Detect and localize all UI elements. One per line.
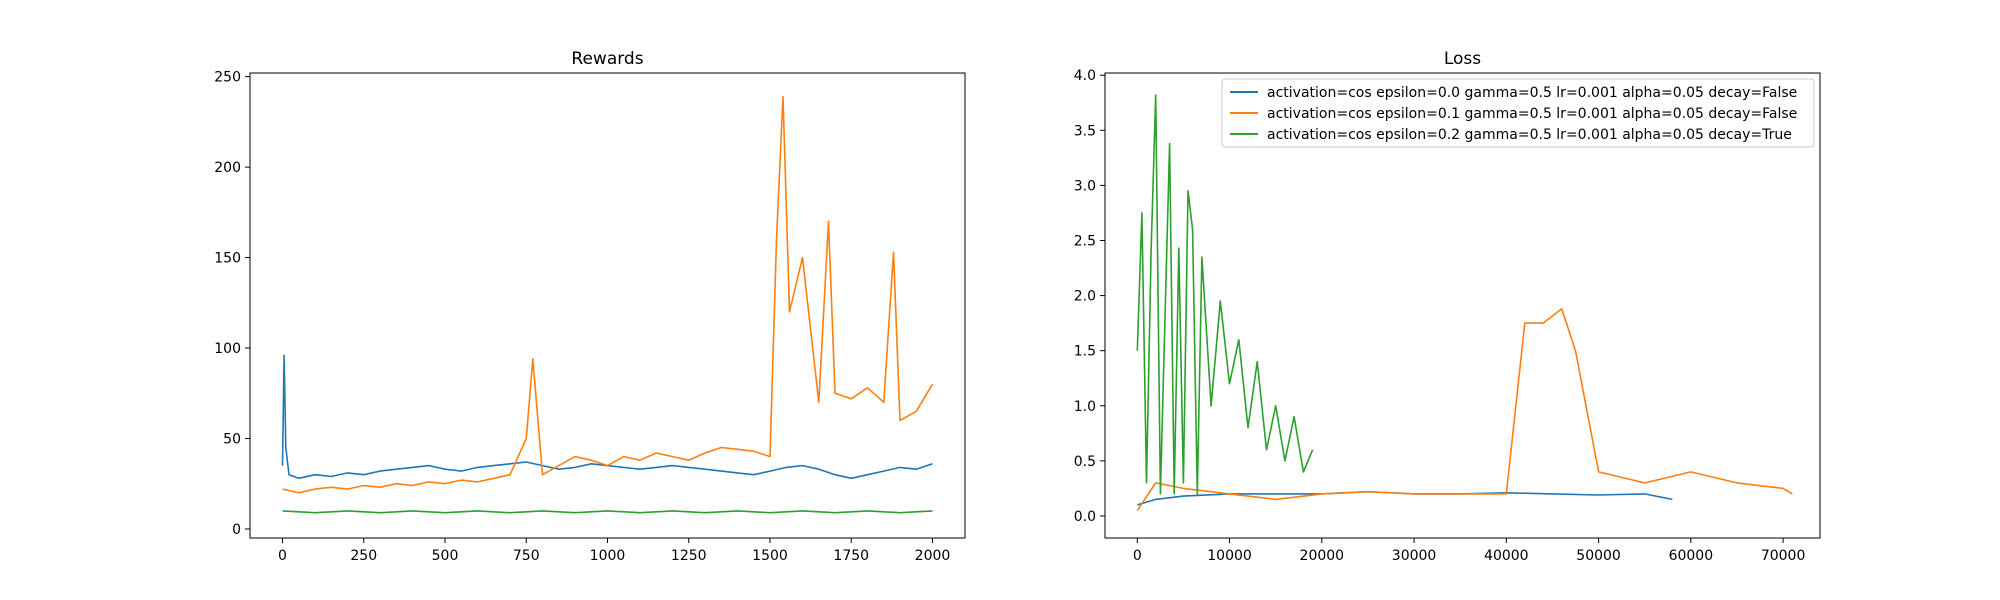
x-tick-label: 10000	[1207, 548, 1252, 564]
y-tick-label: 2.5	[1074, 233, 1096, 249]
series-line-2	[1136, 307, 1793, 511]
x-tick-label: 60000	[1669, 548, 1714, 564]
x-tick-label: 1250	[671, 548, 707, 564]
x-tick-label: 50000	[1576, 548, 1621, 564]
x-tick-label: 70000	[1761, 548, 1806, 564]
y-tick-label: 100	[214, 341, 241, 357]
chart-title: Loss	[1444, 49, 1481, 69]
x-tick-label: 250	[350, 548, 377, 564]
y-tick-label: 3.0	[1074, 178, 1096, 194]
y-tick-label: 0.0	[1074, 509, 1096, 525]
y-tick-label: 3.5	[1074, 123, 1096, 139]
y-tick-label: 250	[214, 70, 241, 86]
axes-frame	[249, 72, 966, 539]
x-tick-label: 1000	[590, 548, 626, 564]
chart-title: Rewards	[571, 49, 643, 69]
x-tick-label: 500	[432, 548, 459, 564]
x-tick-label: 1500	[752, 548, 788, 564]
series-line-3	[1136, 94, 1314, 495]
x-tick-label: 2000	[915, 548, 951, 564]
y-tick-label: 200	[214, 160, 241, 176]
y-tick-label: 0	[232, 522, 241, 538]
legend-box	[1221, 78, 1815, 148]
y-tick-label: 1.5	[1074, 344, 1096, 360]
x-tick-label: 0	[1133, 548, 1142, 564]
series-line-3	[282, 510, 933, 514]
y-tick-label: 0.5	[1074, 454, 1096, 470]
y-tick-label: 2.0	[1074, 289, 1096, 305]
chart-2: Loss 0 10000 20000 30000 40000 50000 60000 70000…	[1074, 49, 1821, 564]
y-tick-label: 4.0	[1074, 68, 1096, 84]
axes-frame	[1104, 72, 1821, 539]
x-tick-label: 30000	[1392, 548, 1437, 564]
x-tick-label: 40000	[1484, 548, 1529, 564]
y-tick-label: 50	[223, 431, 241, 447]
legend-label-1: activation=cos epsilon=0.0 gamma=0.5 lr=…	[1267, 85, 1797, 101]
x-tick-label: 750	[513, 548, 540, 564]
legend: activation=cos epsilon=0.0 gamma=0.5 lr=…	[1221, 78, 1815, 148]
series-line-1	[281, 354, 933, 480]
x-tick-label: 1750	[833, 548, 869, 564]
series-line-2	[282, 95, 934, 494]
chart-1: Rewards 0 250 500 750 1000 1250 1500 1750 2000 0 50…	[214, 49, 966, 564]
y-tick-label: 150	[214, 251, 241, 267]
x-tick-label: 20000	[1300, 548, 1345, 564]
legend-label-2: activation=cos epsilon=0.1 gamma=0.5 lr=…	[1267, 106, 1797, 122]
x-tick-label: 0	[278, 548, 287, 564]
y-tick-label: 1.0	[1074, 399, 1096, 415]
legend-label-3: activation=cos epsilon=0.2 gamma=0.5 lr=…	[1267, 127, 1792, 143]
